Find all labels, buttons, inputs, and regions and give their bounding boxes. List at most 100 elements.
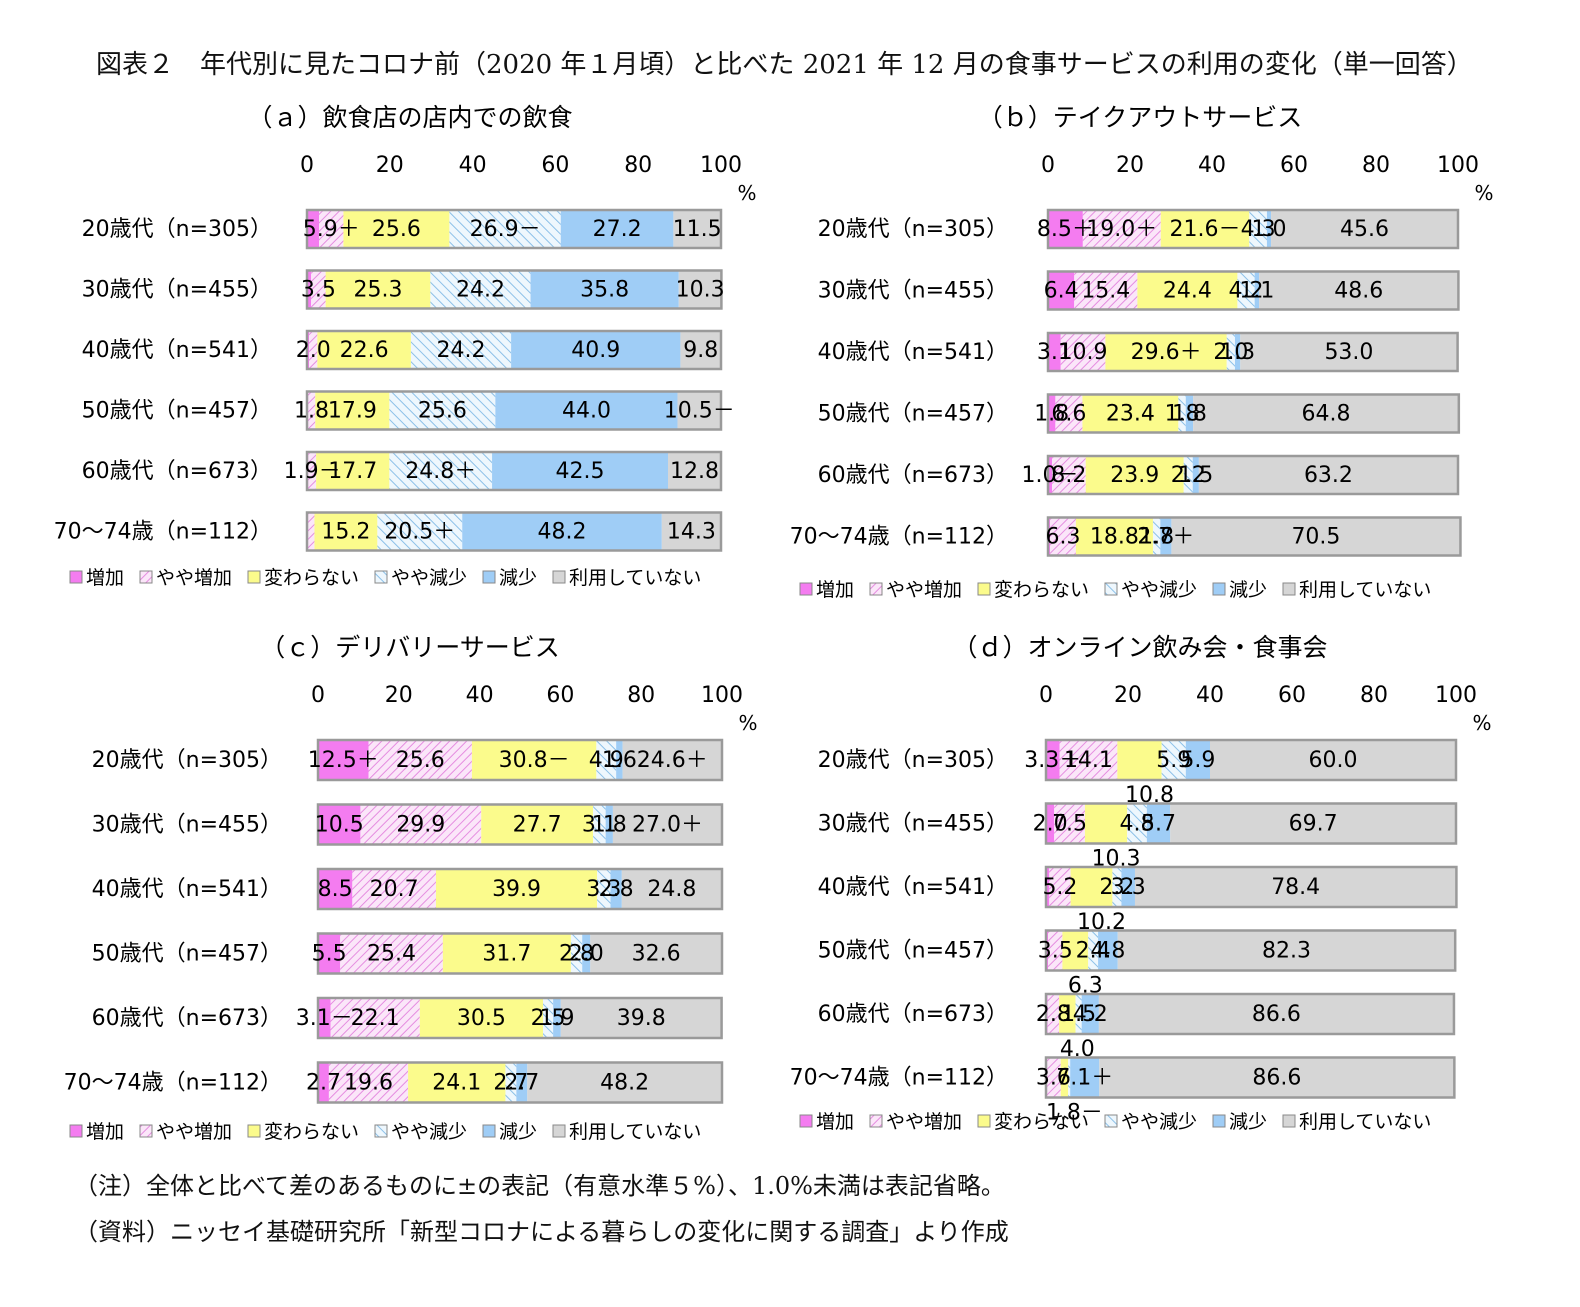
legend-swatch-not-used <box>1282 582 1296 596</box>
bar-outline <box>305 269 723 310</box>
x-tick-label: 60 <box>1280 153 1308 178</box>
bar-segment-not-used <box>1210 740 1456 780</box>
bar-segment-unchanged <box>325 270 431 309</box>
bar-segment-not-used <box>678 270 722 309</box>
legend-swatch-not-used <box>1282 1114 1296 1128</box>
category-label: 30歳代（n=455） <box>818 279 1008 304</box>
bar-segment-not-used <box>622 740 722 780</box>
bar-segment-slight-increase <box>1049 867 1071 907</box>
bar-segment-not-used <box>1099 1057 1455 1098</box>
bar-segment-not-used <box>1259 271 1459 310</box>
legend-swatch-unchanged <box>977 1114 991 1128</box>
legend-swatch-not-used <box>552 570 566 584</box>
category-label: 60歳代（n=673） <box>92 1006 282 1031</box>
category-label: 70～74歳（n=112） <box>790 1066 1008 1091</box>
data-label: 19.6 <box>344 1071 393 1096</box>
bar-segment-unchanged <box>1070 867 1113 907</box>
category-label: 70～74歳（n=112） <box>790 525 1008 550</box>
bar-segment-decrease <box>1146 803 1171 844</box>
bar-segment-slight-decrease <box>1127 803 1147 844</box>
data-label: 3.3＋ <box>1024 748 1081 773</box>
bar-segment-not-used <box>661 512 721 551</box>
data-label: 5.7 <box>1141 812 1176 837</box>
bar-segment-slight-increase <box>1054 803 1085 844</box>
bar-outline <box>316 867 724 911</box>
data-label: 1.8 <box>1139 525 1174 550</box>
data-label: 10.5 <box>315 813 364 838</box>
data-label: 44.0 <box>562 399 611 424</box>
category-label: 50歳代（n=457） <box>818 939 1008 964</box>
bar-segment-increase <box>307 270 312 309</box>
chart-svg-c: （ｃ）デリバリーサービス 0 20 40 60 80 100% 20歳代（n=305） 12.5… <box>64 633 758 1143</box>
data-label: 27.0＋ <box>632 813 703 838</box>
bar-segment-unchanged <box>435 869 598 909</box>
bar-segment-not-used <box>680 331 721 369</box>
legend-swatch-decrease <box>482 1124 496 1138</box>
data-label: 11.5 <box>673 217 722 242</box>
data-label: 25.6 <box>372 217 421 242</box>
bar-segment-unchanged <box>317 331 411 369</box>
legend-swatch-slight-decrease <box>1104 1114 1118 1128</box>
legend-label: 増加 <box>816 1111 854 1133</box>
data-label: 3.1 <box>582 813 617 838</box>
bar-segment-slight-increase <box>340 933 443 974</box>
data-label: 14.1 <box>1064 748 1113 773</box>
data-label: 39.8 <box>617 1006 666 1031</box>
data-label: 30.8－ <box>499 748 570 773</box>
bar-segment-increase <box>318 869 353 909</box>
x-tick-label: 100 <box>700 153 742 178</box>
bar-segment-slight-decrease <box>543 998 554 1038</box>
data-label: 2.0 <box>1033 812 1068 837</box>
data-label: 18.8 <box>1090 525 1139 550</box>
data-label: 5.9＋ <box>303 217 360 242</box>
data-label: 24.2 <box>456 278 505 303</box>
legend-label: やや減少 <box>391 1121 467 1143</box>
category-label: 40歳代（n=541） <box>92 877 282 902</box>
legend-label: やや増加 <box>886 1111 962 1133</box>
category-label: 40歳代（n=541） <box>82 338 272 363</box>
x-tick-label: 40 <box>1196 683 1224 708</box>
data-label: 22.6 <box>340 338 389 363</box>
data-label: 7.5 <box>1052 812 1087 837</box>
legend-swatch-decrease <box>482 570 496 584</box>
data-label: 25.6 <box>396 748 445 773</box>
x-tick-label: 80 <box>1362 153 1390 178</box>
legend-label: 利用していない <box>1299 579 1431 601</box>
data-label: 42.5 <box>556 459 605 484</box>
bar-segment-slight-decrease <box>1152 517 1161 556</box>
bar-segment-slight-decrease <box>377 512 463 551</box>
x-tick-label: 20 <box>385 683 413 708</box>
bar-segment-decrease <box>1234 333 1241 371</box>
data-label: 1.8 <box>1165 402 1200 427</box>
data-label: 10.5－ <box>664 399 735 424</box>
data-label: 10.3 <box>676 278 725 303</box>
bar-segment-slight-increase <box>328 1062 409 1103</box>
data-label: 24.4 <box>1163 279 1212 304</box>
unit-label: % <box>1474 181 1493 205</box>
panel-a-dine-in-chart: （ａ）飲食店の店内での飲食 0 20 40 60 80 100% 20歳代（n=305） 5.9… <box>0 100 790 610</box>
bar-segment-slight-decrease <box>430 270 531 309</box>
category-label: 20歳代（n=305） <box>92 748 282 773</box>
bar-segment-slight-increase <box>330 998 420 1038</box>
data-label: 8.5＋ <box>1037 217 1094 242</box>
data-label: 69.7 <box>1289 812 1338 837</box>
x-tick-label: 0 <box>311 683 325 708</box>
data-label: 1.9 <box>539 1006 574 1031</box>
panel-d-online-party-chart: （ｄ）オンライン飲み会・食事会 0 20 40 60 80 100% 20歳代（n=305） 3… <box>790 630 1580 1150</box>
data-label: 63.2 <box>1304 463 1353 488</box>
data-label: 23.9 <box>1110 463 1159 488</box>
bar-segment-unchanged <box>1105 333 1227 371</box>
x-tick-label: 60 <box>546 683 574 708</box>
bar-segment-slight-decrease <box>1161 740 1186 780</box>
x-tick-label: 60 <box>541 153 569 178</box>
legend-label: 増加 <box>86 1121 124 1143</box>
data-label: 25.6 <box>418 399 467 424</box>
legend-label: 利用していない <box>1299 1111 1431 1133</box>
bar-segment-slight-increase <box>1074 271 1138 310</box>
chart-svg-d: （ｄ）オンライン飲み会・食事会 0 20 40 60 80 100% 20歳代（n=305） 3… <box>790 633 1492 1133</box>
bar-outline <box>1044 865 1458 909</box>
x-tick-label: 60 <box>1278 683 1306 708</box>
data-label: 6.6 <box>1051 402 1086 427</box>
data-label: 78.4 <box>1271 875 1320 900</box>
bar-segment-decrease <box>1266 210 1272 248</box>
